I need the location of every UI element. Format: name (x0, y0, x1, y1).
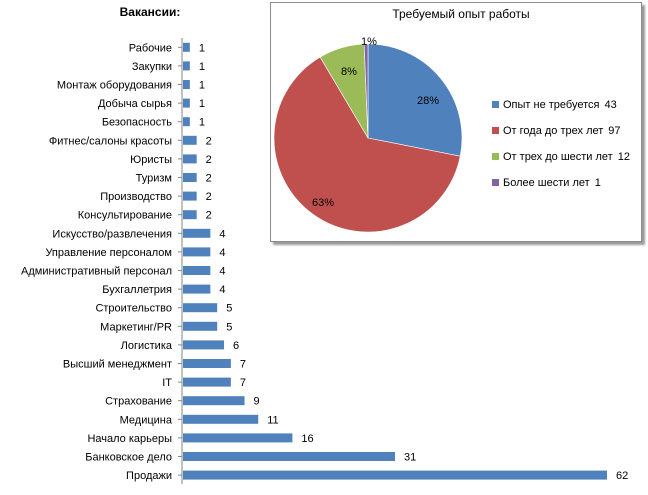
pie-percent-label: 1% (361, 36, 377, 48)
bar-category-label: Безопасность (102, 117, 172, 129)
bar-value-label: 5 (226, 303, 232, 315)
bar-category-label: Управление персоналом (45, 247, 172, 259)
bar (183, 452, 395, 461)
bar-category-label: Производство (100, 191, 172, 203)
bar-category-label: Медицина (120, 414, 173, 426)
bar-value-label: 1 (199, 80, 205, 92)
bar-chart-marks: Рабочие 1 Закупки 1 Монтаж оборудования 1 Добы… (21, 42, 628, 482)
bar (183, 154, 197, 164)
bar-category-label: Страхование (105, 396, 172, 408)
bar-category-label: Консультирование (78, 210, 172, 222)
bar-category-label: Монтаж оборудования (57, 80, 172, 92)
bar-category-label: Начало карьеры (87, 433, 172, 445)
pie-slice (363, 43, 369, 139)
bar-value-label: 31 (404, 452, 416, 464)
bar (183, 61, 190, 71)
bar-chart-title: Вакансии: (120, 5, 181, 19)
bar (183, 321, 218, 331)
bar (183, 98, 190, 108)
bar-category-label: Банковское дело (85, 452, 172, 464)
bar-value-label: 7 (240, 377, 246, 389)
bar-category-label: Маркетинг/PR (100, 321, 172, 333)
bar-category-label: Туризм (136, 173, 172, 185)
bar (183, 210, 197, 220)
bar-value-label: 2 (206, 154, 212, 166)
legend-value: 97 (608, 125, 620, 137)
bar-value-label: 2 (206, 210, 212, 222)
bar-category-label: IT (162, 377, 172, 389)
bar (183, 191, 197, 201)
bar-value-label: 11 (267, 414, 278, 426)
bar-value-label: 4 (219, 228, 225, 240)
pie-legend: Опыт не требуется 43 От года до трех лет 97… (492, 99, 630, 189)
bar-value-label: 1 (199, 98, 205, 110)
bar-value-label: 5 (226, 321, 232, 333)
bar (183, 433, 293, 443)
bar-category-label: Искусство/развлечения (52, 228, 172, 240)
bar (183, 470, 607, 480)
bar-value-label: 4 (219, 284, 225, 296)
legend-value: 12 (618, 151, 630, 163)
bar-value-label: 2 (206, 135, 212, 147)
pie-percent-label: 28% (417, 95, 439, 107)
bar-value-label: 1 (199, 42, 205, 54)
legend-swatch (492, 153, 499, 160)
bar (183, 377, 231, 387)
pie-chart-marks: 28% 63% 8% 1% (273, 36, 463, 233)
legend-label: Опыт не требуется (503, 99, 600, 111)
bar (183, 340, 225, 350)
bar-category-label: Юристы (130, 154, 172, 166)
legend-label: От года до трех лет (503, 125, 603, 137)
bar-category-label: Бухгаллетрия (102, 284, 172, 296)
bar-category-label: Логистика (121, 340, 173, 352)
bar-category-label: Высший менеджмент (63, 359, 172, 371)
bar-category-label: Закупки (132, 61, 172, 73)
bar (183, 173, 197, 182)
bar-value-label: 6 (233, 340, 239, 352)
pie-slice (273, 56, 461, 233)
pie-chart-title: Требуемый опыт работы (392, 7, 529, 21)
bar (183, 42, 190, 52)
bar-category-label: Строительство (95, 303, 172, 315)
bar (183, 247, 211, 257)
bar-value-label: 2 (206, 191, 212, 203)
bar-value-label: 9 (254, 396, 260, 408)
legend-swatch (492, 127, 499, 134)
legend-swatch (492, 179, 499, 186)
bar-value-label: 7 (240, 359, 246, 371)
bar-category-label: Добыча сырья (98, 98, 172, 110)
bar (183, 396, 245, 406)
experience-pie-chart: Требуемый опыт работы 28% 63% 8% 1% Опыт не… (273, 7, 630, 233)
bar-value-label: 2 (206, 173, 212, 185)
bar-category-label: Рабочие (129, 42, 172, 54)
bar-value-label: 4 (219, 266, 225, 278)
experience-pie-panel: Требуемый опыт работы 28% 63% 8% 1% Опыт не… (270, 2, 642, 242)
bar-value-label: 16 (301, 433, 313, 445)
pie-percent-label: 63% (312, 197, 334, 209)
legend-label: От трех до шести лет (503, 151, 613, 163)
bar-value-label: 1 (199, 61, 205, 73)
bar (183, 80, 190, 89)
bar (183, 266, 211, 275)
bar (183, 284, 211, 294)
legend-value: 1 (595, 177, 601, 189)
bar (183, 303, 218, 313)
bar (183, 228, 211, 238)
pie-slice (367, 43, 463, 157)
bar-category-label: Продажи (126, 470, 172, 482)
bar-value-label: 1 (199, 117, 205, 129)
legend-label: Более шести лет (503, 177, 590, 189)
bar-value-label: 62 (616, 470, 628, 482)
pie-percent-label: 8% (341, 66, 357, 78)
legend-swatch (492, 101, 499, 108)
bar-value-label: 4 (219, 247, 225, 259)
bar (183, 359, 231, 368)
bar-category-label: Административный персонал (21, 266, 172, 278)
legend-value: 43 (604, 99, 616, 111)
bar (183, 117, 190, 127)
bar (183, 414, 259, 424)
bar (183, 135, 197, 145)
bar-category-label: Фитнес/салоны красоты (49, 135, 172, 147)
